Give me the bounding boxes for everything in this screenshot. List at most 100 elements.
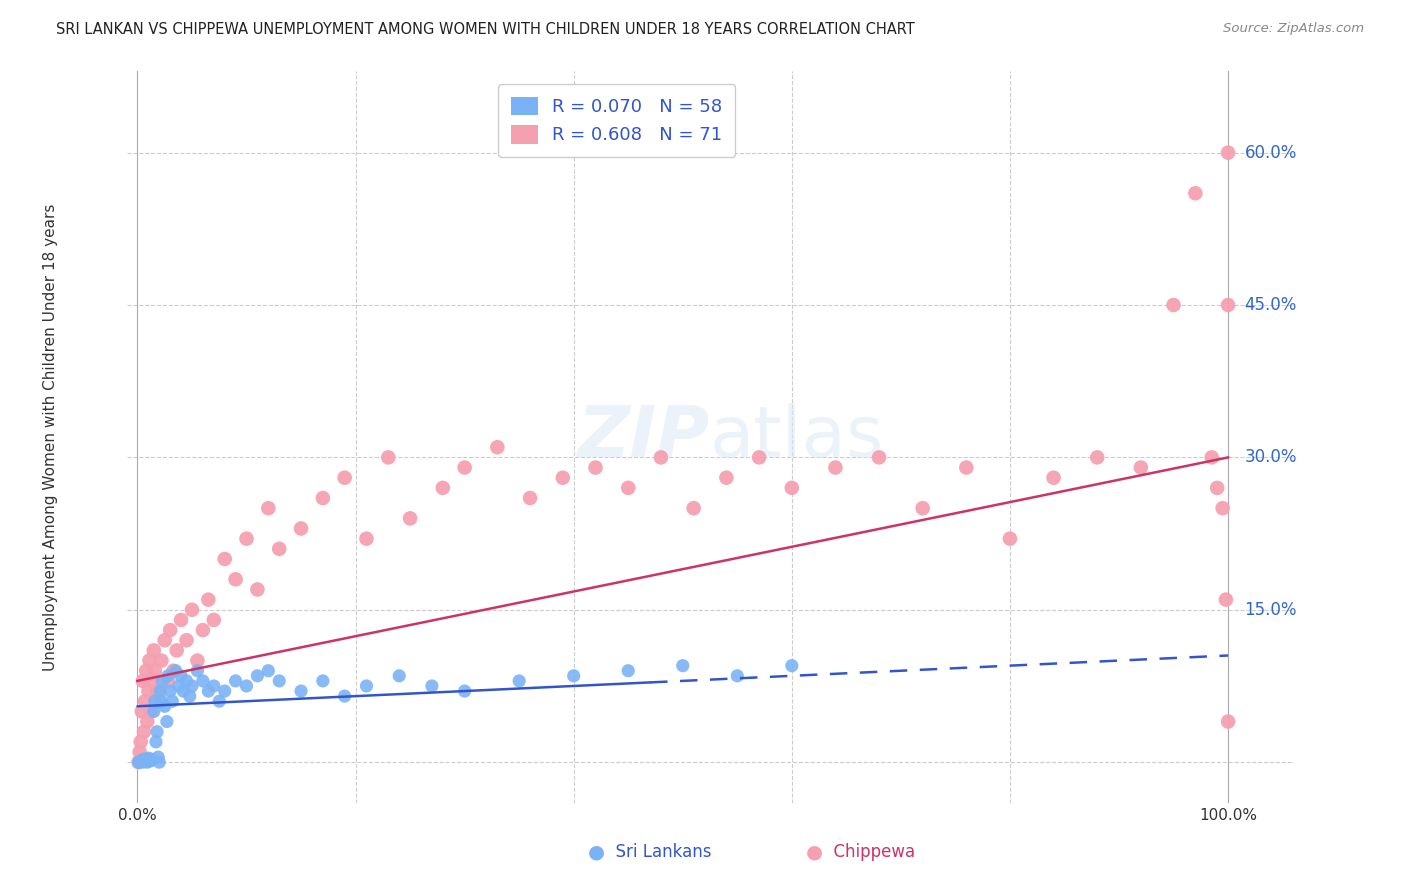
Point (131, 753, 153, 767)
Text: ●: ● (806, 842, 823, 862)
Point (128, 755, 150, 769)
Point (998, 532, 1021, 546)
Point (165, 664, 187, 678)
Point (824, 460, 846, 475)
Point (176, 633, 198, 648)
Point (453, 460, 475, 475)
Point (562, 669, 585, 683)
Point (235, 679, 257, 693)
Point (136, 755, 159, 769)
Text: 0.0%: 0.0% (118, 808, 157, 823)
Point (246, 669, 269, 683)
Point (1201, 450, 1223, 465)
Point (146, 724, 169, 739)
Point (128, 755, 150, 769)
Point (312, 673, 335, 688)
Point (1215, 592, 1237, 607)
Text: 15.0%: 15.0% (1244, 601, 1296, 619)
Point (138, 654, 160, 668)
Point (519, 491, 541, 505)
Point (176, 673, 198, 688)
Point (134, 694, 156, 708)
Point (156, 669, 179, 683)
Point (1042, 471, 1064, 485)
Point (508, 673, 530, 688)
Point (131, 705, 153, 719)
Point (356, 532, 378, 546)
Point (1212, 501, 1234, 516)
Point (153, 699, 176, 714)
Point (134, 754, 156, 768)
Point (156, 673, 179, 688)
Point (132, 724, 155, 739)
Point (138, 754, 160, 768)
Point (148, 755, 170, 769)
Text: Chippewa: Chippewa (823, 843, 915, 861)
Text: 60.0%: 60.0% (1244, 144, 1296, 161)
Point (333, 689, 356, 703)
Point (312, 491, 335, 505)
Point (128, 745, 150, 759)
Point (682, 501, 704, 516)
Point (156, 714, 179, 729)
Point (132, 755, 155, 769)
Point (420, 679, 443, 693)
Point (955, 460, 977, 475)
Point (672, 658, 695, 673)
Point (1216, 298, 1239, 312)
Point (129, 754, 152, 768)
Point (197, 592, 219, 607)
Point (1184, 186, 1206, 201)
Point (780, 658, 803, 673)
Point (780, 481, 803, 495)
Point (141, 673, 163, 688)
Point (181, 603, 204, 617)
Point (170, 669, 193, 683)
Point (146, 750, 169, 764)
Point (911, 501, 934, 516)
Point (149, 684, 172, 698)
Point (214, 684, 236, 698)
Point (214, 552, 236, 566)
Point (868, 450, 890, 465)
Point (135, 664, 157, 678)
Point (139, 752, 162, 766)
Point (290, 684, 312, 698)
Point (145, 735, 167, 749)
Point (1085, 450, 1108, 465)
Text: ZIP: ZIP (578, 402, 710, 472)
Text: SRI LANKAN VS CHIPPEWA UNEMPLOYMENT AMONG WOMEN WITH CHILDREN UNDER 18 YEARS COR: SRI LANKAN VS CHIPPEWA UNEMPLOYMENT AMON… (56, 22, 915, 37)
Text: Source: ZipAtlas.com: Source: ZipAtlas.com (1223, 22, 1364, 36)
Point (257, 501, 280, 516)
Point (1206, 481, 1229, 495)
Point (453, 684, 475, 698)
Point (1216, 145, 1239, 160)
Point (551, 471, 574, 485)
Point (179, 689, 201, 703)
Point (617, 481, 640, 495)
Point (246, 582, 269, 597)
Text: 30.0%: 30.0% (1244, 449, 1296, 467)
Text: 45.0%: 45.0% (1244, 296, 1296, 314)
Point (172, 684, 194, 698)
Point (356, 679, 378, 693)
Point (617, 664, 640, 678)
Point (399, 511, 422, 525)
Point (129, 735, 152, 749)
Point (136, 714, 159, 729)
Point (191, 673, 214, 688)
Point (202, 679, 225, 693)
Point (128, 755, 150, 769)
Point (1163, 298, 1185, 312)
Point (132, 673, 155, 688)
Legend: R = 0.070   N = 58, R = 0.608   N = 71: R = 0.070 N = 58, R = 0.608 N = 71 (498, 84, 735, 157)
Point (1129, 460, 1152, 475)
Point (141, 753, 163, 767)
Point (167, 679, 190, 693)
Point (186, 664, 208, 678)
Point (197, 684, 219, 698)
Point (146, 684, 169, 698)
Point (225, 673, 247, 688)
Point (162, 694, 184, 708)
Point (486, 440, 509, 454)
